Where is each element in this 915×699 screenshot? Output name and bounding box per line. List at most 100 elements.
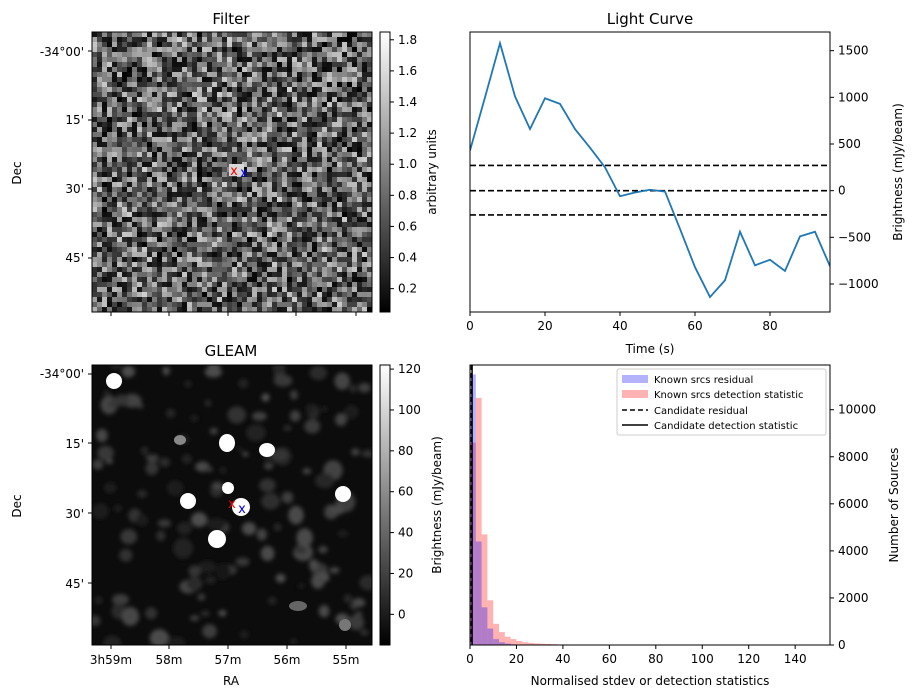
gleam-xtick-0: 3h59m — [90, 653, 132, 667]
filter-pixel — [327, 272, 333, 278]
filter-pixel — [337, 247, 343, 253]
filter-pixel — [142, 152, 148, 158]
filter-pixel — [257, 52, 263, 58]
filter-pixel — [272, 82, 278, 88]
filter-pixel — [302, 257, 308, 263]
filter-pixel — [287, 177, 293, 183]
filter-pixel — [182, 52, 188, 58]
filter-pixel — [182, 187, 188, 193]
filter-pixel — [252, 97, 258, 103]
filter-pixel — [287, 302, 293, 308]
filter-pixel — [357, 232, 363, 238]
filter-pixel — [347, 102, 353, 108]
filter-pixel — [352, 82, 358, 88]
filter-pixel — [192, 287, 198, 293]
filter-pixel — [367, 177, 373, 183]
filter-pixel — [312, 47, 318, 53]
filter-pixel — [127, 227, 133, 233]
filter-pixel — [107, 252, 113, 258]
filter-pixel — [362, 137, 368, 143]
filter-pixel — [222, 52, 228, 58]
filter-pixel — [122, 227, 128, 233]
filter-pixel — [142, 87, 148, 93]
filter-pixel — [262, 217, 268, 223]
filter-pixel — [92, 247, 98, 253]
filter-pixel — [182, 177, 188, 183]
filter-pixel — [327, 222, 333, 228]
filter-pixel — [202, 87, 208, 93]
filter-pixel — [292, 207, 298, 213]
filter-pixel — [322, 207, 328, 213]
gleam-marker-blue: x — [238, 502, 246, 517]
filter-pixel — [242, 232, 248, 238]
filter-pixel — [162, 217, 168, 223]
filter-pixel — [167, 237, 173, 243]
filter-pixel — [127, 147, 133, 153]
filter-pixel — [322, 212, 328, 218]
filter-pixel — [367, 187, 373, 193]
filter-pixel — [292, 237, 298, 243]
filter-pixel — [132, 87, 138, 93]
filter-pixel — [362, 62, 368, 68]
filter-pixel — [97, 52, 103, 58]
filter-pixel — [112, 117, 118, 123]
filter-pixel — [102, 257, 108, 263]
filter-pixel — [362, 102, 368, 108]
filter-pixel — [342, 62, 348, 68]
filter-pixel — [267, 152, 273, 158]
filter-pixel — [187, 137, 193, 143]
filter-pixel — [152, 157, 158, 163]
filter-pixel — [252, 282, 258, 288]
gleam-noise-blob — [149, 629, 170, 645]
filter-pixel — [142, 102, 148, 108]
filter-pixel — [347, 167, 353, 173]
filter-pixel — [117, 42, 123, 48]
histogram-ytick-label: 0 — [838, 638, 846, 652]
filter-pixel — [312, 287, 318, 293]
filter-pixel — [207, 222, 213, 228]
filter-pixel — [187, 267, 193, 273]
filter-pixel — [97, 137, 103, 143]
filter-pixel — [112, 277, 118, 283]
filter-pixel — [367, 107, 373, 113]
filter-pixel — [152, 107, 158, 113]
filter-pixel — [227, 52, 233, 58]
filter-pixel — [347, 152, 353, 158]
filter-pixel — [287, 77, 293, 83]
filter-pixel — [242, 102, 248, 108]
filter-pixel — [102, 172, 108, 178]
filter-pixel — [327, 287, 333, 293]
filter-pixel — [212, 152, 218, 158]
filter-pixel — [202, 72, 208, 78]
filter-pixel — [242, 117, 248, 123]
filter-pixel — [112, 227, 118, 233]
filter-pixel — [127, 132, 133, 138]
filter-pixel — [252, 77, 258, 83]
filter-pixel — [127, 157, 133, 163]
filter-pixel — [337, 202, 343, 208]
filter-pixel — [227, 242, 233, 248]
filter-pixel — [302, 232, 308, 238]
filter-pixel — [282, 242, 288, 248]
histogram-bar — [528, 642, 534, 645]
filter-pixel — [267, 127, 273, 133]
filter-pixel — [237, 77, 243, 83]
filter-pixel — [117, 97, 123, 103]
filter-pixel — [192, 262, 198, 268]
filter-pixel — [357, 282, 363, 288]
filter-pixel — [337, 177, 343, 183]
filter-pixel — [217, 142, 223, 148]
filter-pixel — [102, 182, 108, 188]
filter-pixel — [287, 217, 293, 223]
filter-pixel — [142, 292, 148, 298]
gleam-noise-blob — [103, 635, 122, 645]
gleam-noise-blob — [256, 528, 267, 541]
filter-pixel — [227, 262, 233, 268]
filter-pixel — [217, 227, 223, 233]
filter-pixel — [257, 302, 263, 308]
filter-pixel — [182, 217, 188, 223]
gleam-noise-blob — [162, 366, 171, 376]
histogram-bar — [522, 642, 529, 645]
filter-pixel — [297, 32, 303, 38]
filter-pixel — [347, 52, 353, 58]
